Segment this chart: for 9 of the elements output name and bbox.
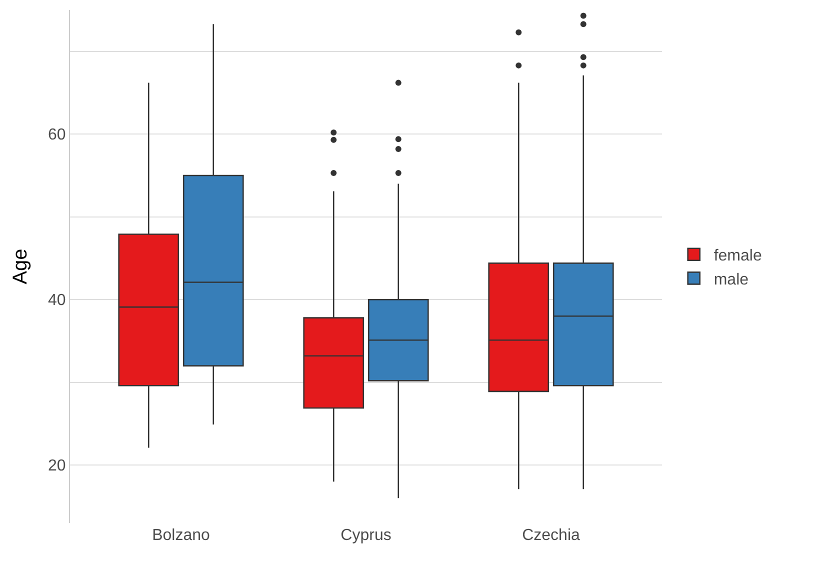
x-tick-label: Bolzano [152,527,210,544]
y-tick-label: 40 [48,292,66,310]
legend-label: female [714,248,762,265]
y-tick-label: 20 [48,458,66,475]
legend-label: male [714,271,749,288]
y-tick-label: 60 [48,126,66,144]
x-tick-label: Cyprus [340,527,392,544]
y-axis-title: Age [10,248,32,284]
x-tick-label: Czechia [522,527,580,544]
